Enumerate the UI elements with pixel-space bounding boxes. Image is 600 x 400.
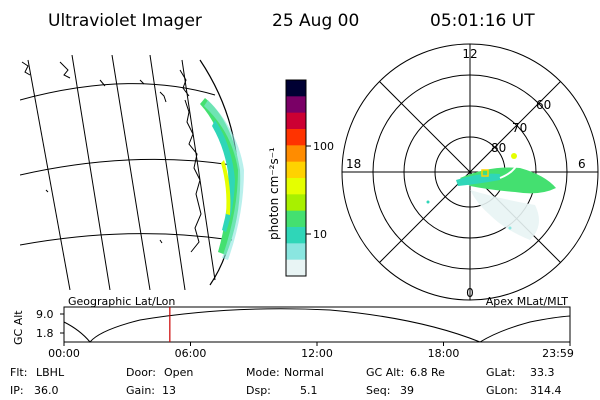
mlt-label-12: 12	[462, 47, 477, 61]
colorbar-frame	[285, 79, 307, 277]
colorbar: 100 10 photon cm⁻²s⁻¹	[267, 79, 334, 277]
meridian-line	[27, 59, 71, 290]
timeline-ytick-low: 1.8	[36, 327, 54, 340]
meridian-line	[71, 55, 111, 290]
parallel-line	[20, 83, 216, 101]
polar-plot: 12 18 6 0 60 70 80	[341, 43, 599, 301]
polar-speck	[508, 226, 512, 230]
mlt-label-0: 0	[466, 286, 474, 300]
colorbar-stripe	[286, 259, 306, 277]
timeline-panel: Geographic Lat/Lon Apex MLat/MLT GC Alt …	[12, 295, 574, 360]
dsp-value: 5.1	[300, 384, 318, 397]
door-value: Open	[164, 366, 193, 379]
polar-satellite-track	[499, 161, 519, 179]
polar-aurora-diffuse	[470, 190, 539, 240]
gain-label: Gain:	[126, 384, 155, 397]
dsp-label: Dsp:	[246, 384, 271, 397]
polar-diagonal	[378, 80, 562, 264]
meridian-line	[181, 59, 216, 281]
lat-label-60: 60	[536, 98, 551, 112]
mode-label: Mode:	[246, 366, 280, 379]
lat-label-80: 80	[491, 141, 506, 155]
colorbar-stripe	[286, 243, 306, 261]
ip-value: 36.0	[34, 384, 59, 397]
seq-label: Seq:	[366, 384, 390, 397]
flt-label: Flt:	[10, 366, 27, 379]
colorbar-stripe	[286, 161, 306, 179]
aurora-halo	[204, 100, 244, 260]
polar-subsat-point	[511, 153, 517, 159]
instrument-title: Ultraviolet Imager	[48, 11, 202, 31]
timeline-xtick-label: 06:00	[175, 347, 207, 360]
time-label: 05:01:16 UT	[430, 11, 535, 31]
polar-aurora	[460, 167, 556, 194]
colorbar-tick-10: 10	[313, 228, 327, 241]
timeline-ylabel: GC Alt	[12, 310, 25, 345]
gain-value: 13	[162, 384, 176, 397]
colorbar-stripe	[286, 112, 306, 130]
gcalt-label: GC Alt:	[366, 366, 404, 379]
colorbar-stripe	[286, 80, 306, 97]
lat-label-70: 70	[512, 121, 527, 135]
colorbar-tick-100: 100	[313, 140, 334, 153]
colorbar-stripe	[286, 145, 306, 163]
colorbar-stripe	[286, 129, 306, 146]
parallel-line	[20, 233, 233, 246]
timeline-xtick-label: 23:59	[542, 347, 574, 360]
colorbar-unit-label: photon cm⁻²s⁻¹	[267, 147, 281, 240]
timeline-left-title: Geographic Lat/Lon	[68, 295, 175, 308]
glat-value: 33.3	[530, 366, 555, 379]
glat-label: GLat:	[486, 366, 515, 379]
aurora-peak	[221, 160, 231, 215]
timeline-xtick-label: 12:00	[301, 347, 333, 360]
gcalt-value: 6.8 Re	[410, 366, 445, 379]
mlt-label-6: 6	[578, 157, 586, 171]
glon-value: 314.4	[530, 384, 562, 397]
door-label: Door:	[126, 366, 156, 379]
glon-label: GLon:	[486, 384, 518, 397]
flt-value: LBHL	[36, 366, 65, 379]
colorbar-stripe	[286, 210, 306, 228]
date-label: 25 Aug 00	[272, 11, 359, 31]
meridian-line	[111, 55, 151, 290]
timeline-right-title: Apex MLat/MLT	[486, 295, 569, 308]
geographic-map	[20, 55, 244, 290]
parallel-line	[20, 158, 233, 176]
timeline-ytick-high: 9.0	[36, 308, 54, 321]
seq-value: 39	[400, 384, 414, 397]
timeline-xtick-label: 00:00	[48, 347, 80, 360]
timeline-xtick-label: 18:00	[428, 347, 460, 360]
mode-value: Normal	[284, 366, 324, 379]
polar-speck	[426, 200, 430, 204]
meridian-line	[149, 55, 186, 290]
colorbar-stripe	[286, 96, 306, 114]
ip-label: IP:	[10, 384, 24, 397]
mlt-label-18: 18	[346, 157, 361, 171]
info-block: Flt: LBHL IP: 36.0 Door: Open Gain: 13 M…	[10, 366, 562, 397]
polar-footprint-marker	[481, 169, 489, 177]
coastline	[21, 61, 202, 253]
colorbar-stripe	[286, 178, 306, 195]
colorbar-stripe	[286, 194, 306, 212]
timeline-frame	[63, 306, 571, 343]
polar-aurora-core	[456, 173, 500, 186]
orbit-altitude-curve	[63, 308, 571, 343]
colorbar-stripe	[286, 227, 306, 244]
colorbar-stripes	[286, 80, 306, 277]
timeline-xticks: 00:00 06:00 12:00 18:00 23:59	[48, 342, 574, 360]
